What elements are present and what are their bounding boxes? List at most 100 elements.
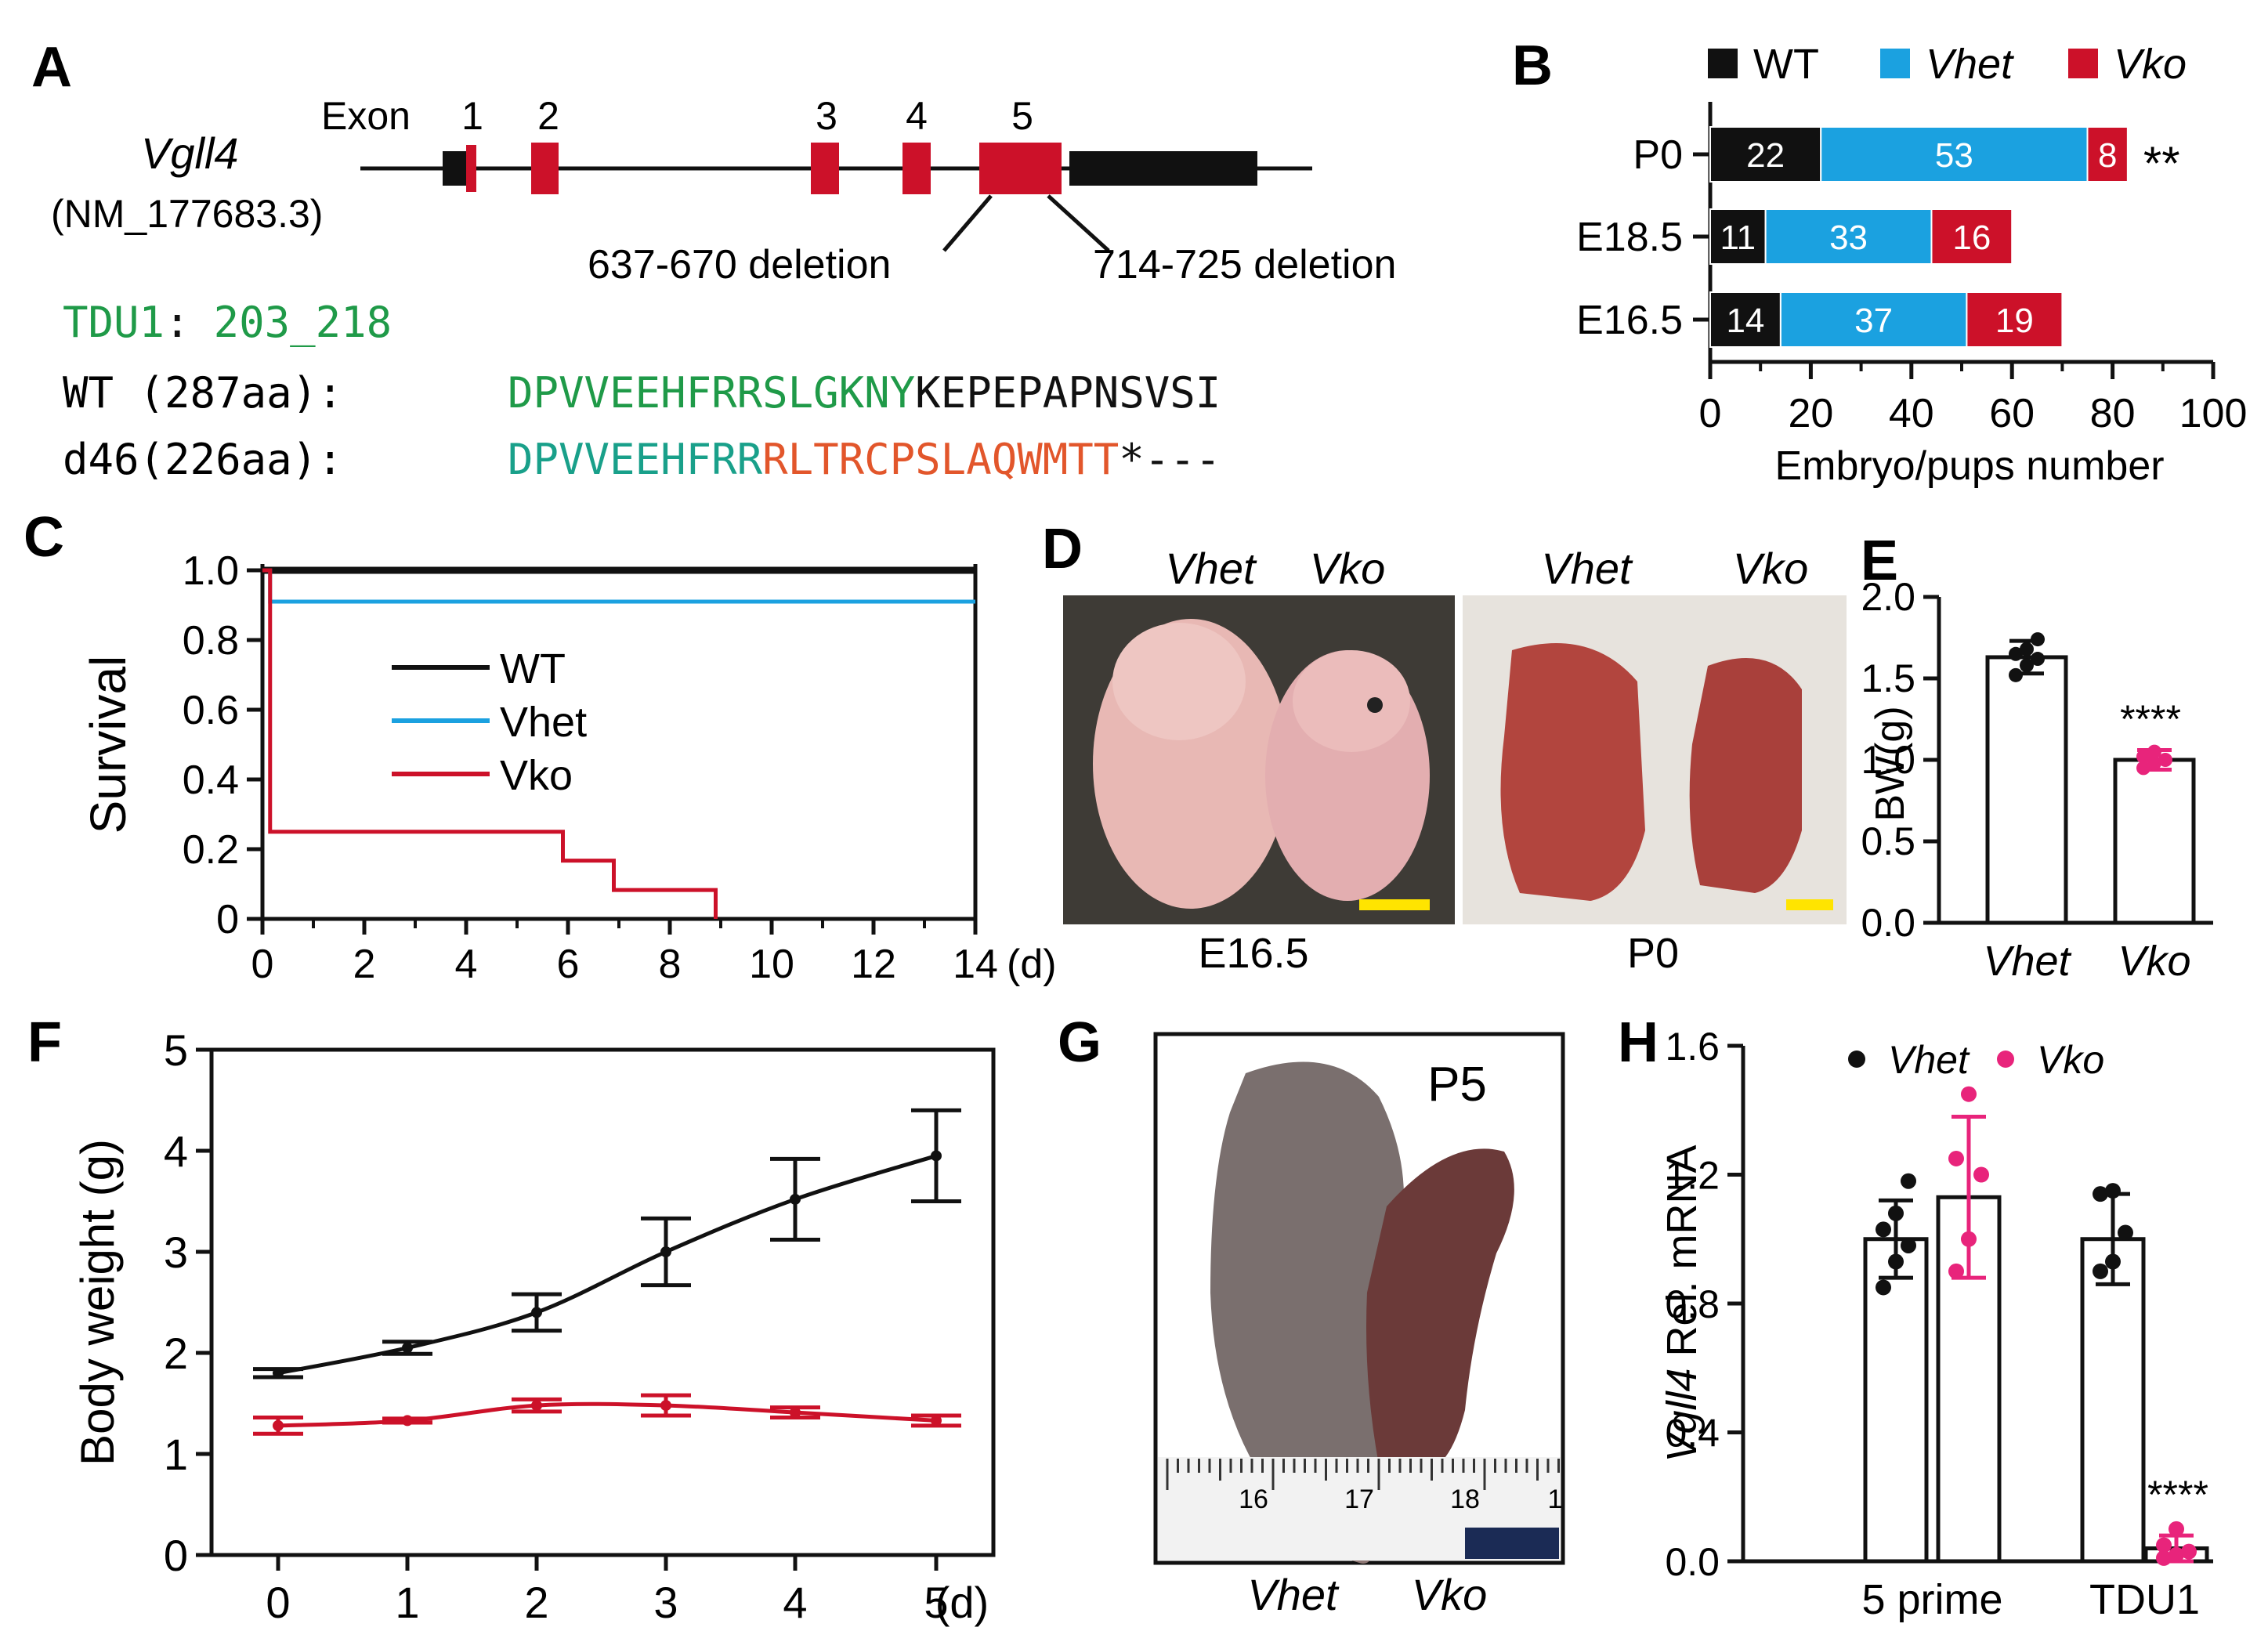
g-label-vko: Vko (1412, 1570, 1488, 1619)
h-data-point (2169, 1546, 2184, 1563)
panel-c: C 0 0.2 0.4 0.6 0.8 1.0 0 2 4 6 8 10 12 14 (d) Survival… (24, 506, 1057, 987)
ruler-number-19-partial: 1 (1548, 1484, 1563, 1514)
h-data-point (1973, 1166, 1989, 1183)
pup-vko-p5 (1366, 1148, 1514, 1473)
exon-5-box (979, 143, 1062, 194)
h-data-point (2156, 1537, 2172, 1553)
tdu1-colon: : (165, 298, 190, 347)
pup-vhet-p5 (1210, 1061, 1405, 1496)
f-data-point (931, 1150, 942, 1162)
d-left-label-vko: Vko (1310, 544, 1386, 593)
wt-sequence: DPVVEEHFRRSLGKNYKEPEPAPNSVSI (508, 368, 1221, 418)
ruler-number-16: 16 (1239, 1484, 1268, 1514)
f-data-point (402, 1342, 413, 1354)
h-y-tick-label: 1.2 (1665, 1154, 1720, 1198)
legend-label-vko: Vko (2114, 41, 2187, 88)
b-bar-segment-vhet (1764, 208, 1933, 265)
h-y-tick-label: 1.6 (1665, 1025, 1720, 1069)
panel-label-c: C (24, 506, 64, 569)
e-y-axis-title: BW(g) (1868, 706, 1913, 821)
c-legend-label-vko: Vko (500, 752, 573, 799)
tdu1-line: TDU1: 203_218 (63, 298, 392, 347)
c-y-tick-label: 0.4 (183, 758, 239, 803)
h-bar-vhet (1863, 1237, 1929, 1564)
d46-seq-conserved: DPVVEEHFRR (508, 435, 763, 484)
f-data-point (660, 1400, 671, 1412)
d-caption-e165: E16.5 (1198, 930, 1308, 977)
d-left-label-vhet: Vhet (1165, 544, 1257, 593)
legend-label-wt: WT (1753, 41, 1819, 88)
f-x-unit: (d) (935, 1578, 989, 1627)
e-bar-vhet (1985, 655, 2068, 925)
h-data-point (1901, 1173, 1916, 1189)
wt-seq-conserved: DPVVEEHFRRSLGKNY (508, 368, 915, 418)
e-significance: **** (2120, 697, 2181, 741)
panel-a: A Vgll4 (NM_177683.3) Exon 1 2 3 4 5 637… (31, 36, 1396, 484)
e-y-tick-label: 0.0 (1861, 901, 1915, 945)
exon-label: Exon (321, 94, 411, 138)
ruler-ticks (1166, 1459, 1560, 1490)
h-data-point (1961, 1086, 1977, 1102)
deletion-right-label: 714-725 deletion (1093, 242, 1396, 287)
f-data-point (531, 1400, 542, 1412)
lines-f (253, 1108, 961, 1436)
ruler-number-17: 17 (1344, 1484, 1374, 1514)
h-data-point (2156, 1550, 2172, 1566)
b-bar-value-label: 22 (1746, 136, 1785, 175)
e-data-point (2136, 749, 2150, 764)
embryo-vko-head (1293, 650, 1410, 752)
legend-b: WT Vhet Vko (1708, 41, 2187, 88)
legend-label-vhet: Vhet (1926, 41, 2014, 88)
tdu1-range: 203_218 (214, 298, 392, 347)
b-x-tick-label: 40 (1889, 391, 1934, 436)
h-y-axis-title-rest: Rel. mRNA (1658, 1145, 1706, 1368)
h-data-point (2093, 1186, 2108, 1202)
bars-e: **** (1985, 632, 2196, 925)
h-legend-label-vhet: Vhet (1888, 1038, 1970, 1082)
b-category-label: E16.5 (1576, 298, 1683, 343)
c-legend-label-wt: WT (500, 645, 566, 693)
b-bar-value-label: 33 (1829, 219, 1868, 257)
b-bar-segment-vko (1966, 291, 2064, 348)
exon-number-5: 5 (1011, 94, 1033, 138)
exon-4-box (902, 143, 931, 194)
panel-b: B WT Vhet Vko 0 20 40 60 80 100 Embryo/pups numb… (1512, 34, 2247, 489)
h-data-point (2181, 1543, 2197, 1560)
h-legend-label-vko: Vko (2037, 1038, 2104, 1082)
f-data-point (531, 1307, 542, 1318)
b-x-tick-label: 100 (2179, 391, 2248, 436)
panel-g: G P5 16 17 18 1 Vhet Vko (1058, 1011, 1565, 1619)
c-x-tick-label: 12 (851, 942, 896, 987)
e-data-point (2031, 632, 2045, 647)
c-y-tick-label: 1.0 (183, 548, 239, 594)
f-y-tick-label: 5 (164, 1025, 188, 1075)
exon-1-box (466, 145, 476, 192)
h-data-point (2093, 1263, 2108, 1279)
d-right-label-vhet: Vhet (1541, 544, 1633, 593)
h-data-point (2105, 1253, 2121, 1270)
f-frame (209, 1047, 996, 1557)
panel-label-b: B (1512, 34, 1553, 97)
c-y-tick-label: 0.2 (183, 827, 239, 873)
e-category-label: Vko (2118, 938, 2190, 985)
embryo-vko-eye (1367, 697, 1383, 713)
f-x-tick-label: 2 (524, 1578, 548, 1627)
c-y-tick-label: 0.8 (183, 618, 239, 664)
h-bar-vko (1936, 1195, 2002, 1564)
deletion-left-label: 637-670 deletion (588, 242, 891, 287)
exon-number-4: 4 (906, 94, 928, 138)
b-bar-segment-wt (1709, 126, 1822, 183)
h-y-tick-label: 0.8 (1665, 1282, 1720, 1326)
c-y-axis-title: Survival (80, 656, 136, 834)
e-y-tick-label: 1.5 (1861, 656, 1915, 700)
panel-label-g: G (1058, 1011, 1101, 1074)
h-data-point (1948, 1150, 1964, 1166)
f-x-tick-label: 0 (266, 1578, 290, 1627)
g-label-vhet: Vhet (1247, 1570, 1340, 1619)
e-data-point (2020, 658, 2034, 673)
e-data-point (2147, 756, 2161, 771)
b-bar-segment-vhet (1779, 291, 1968, 348)
f-y-tick-label: 1 (164, 1430, 188, 1479)
scale-bar-e165 (1359, 899, 1430, 910)
